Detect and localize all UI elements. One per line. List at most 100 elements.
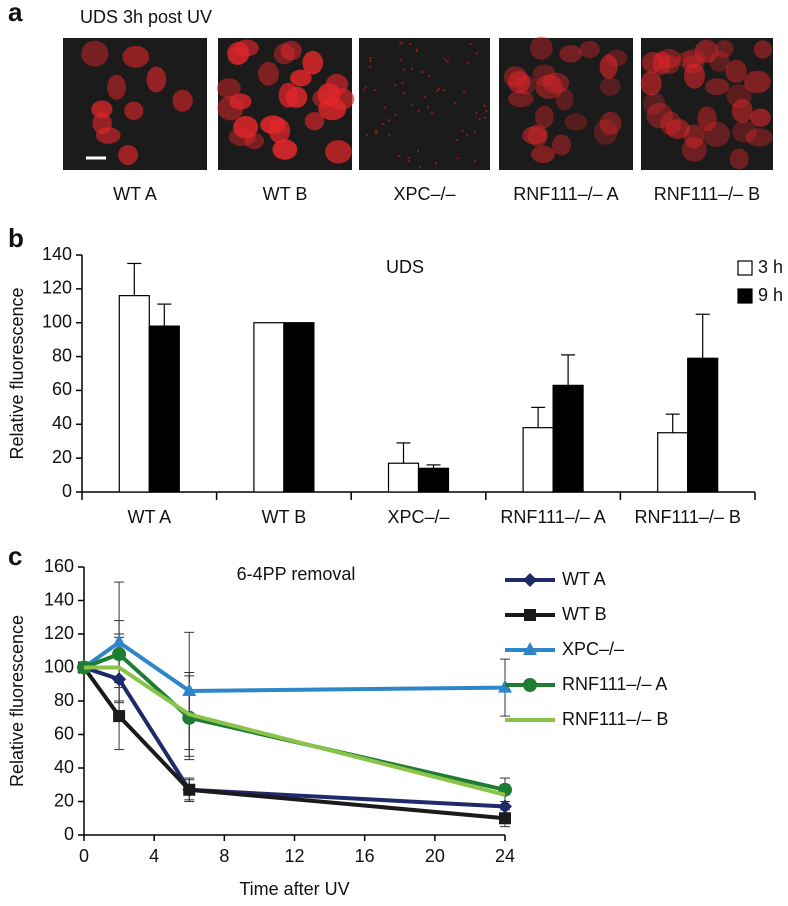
nucleus — [593, 119, 618, 145]
marker — [112, 634, 127, 648]
y-tick-label: 160 — [44, 556, 74, 576]
bar — [657, 432, 689, 493]
speck — [401, 42, 404, 45]
nucleus — [531, 145, 556, 163]
speck — [473, 131, 476, 134]
panel-label: c — [8, 541, 22, 571]
bar — [687, 357, 719, 493]
legend-label: WT A — [562, 569, 606, 589]
nucleus — [92, 112, 112, 135]
speck — [410, 104, 413, 107]
series-line — [84, 665, 506, 797]
speck — [444, 58, 447, 61]
series-line — [83, 665, 506, 809]
nucleus — [640, 71, 662, 96]
nucleus — [290, 69, 312, 87]
marker — [112, 647, 127, 662]
speck — [374, 88, 377, 92]
bar — [253, 322, 285, 493]
speck — [402, 92, 406, 95]
nucleus — [535, 74, 563, 99]
nucleus — [268, 118, 291, 144]
nucleus — [530, 36, 553, 60]
speck — [421, 70, 424, 74]
speck — [446, 60, 449, 63]
speck — [485, 109, 488, 113]
nucleus — [657, 48, 682, 69]
nucleus — [676, 50, 702, 69]
speck — [407, 159, 411, 163]
x-tick-label: 4 — [149, 846, 159, 866]
nucleus — [745, 128, 773, 147]
nucleus — [272, 139, 298, 160]
nucleus — [227, 46, 248, 66]
nucleus — [516, 75, 536, 95]
speck — [393, 83, 397, 87]
x-tick-label: RNF111–/– B — [635, 507, 741, 527]
speck — [443, 88, 446, 92]
nucleus — [743, 70, 771, 94]
nucleus — [258, 61, 280, 86]
micrograph — [359, 38, 490, 170]
nucleus — [122, 45, 150, 68]
y-axis-label: Relative fluorescence — [7, 615, 27, 787]
speck — [456, 138, 459, 142]
speck — [469, 42, 472, 45]
nucleus — [729, 148, 749, 170]
nucleus — [697, 106, 717, 132]
nucleus — [146, 66, 167, 93]
speck — [430, 111, 434, 114]
marker — [498, 799, 512, 814]
bar — [552, 384, 584, 493]
nucleus — [234, 39, 259, 57]
x-tick-label: 12 — [284, 846, 304, 866]
series-line — [82, 639, 506, 693]
image-label: WT B — [263, 184, 308, 204]
speck — [466, 133, 469, 137]
legend-label: XPC–/– — [562, 639, 624, 659]
speck — [408, 42, 412, 46]
y-tick-label: 80 — [54, 690, 74, 710]
nucleus — [325, 140, 352, 164]
speck — [453, 101, 457, 105]
legend-label: WT B — [562, 604, 607, 624]
x-tick-label: 24 — [495, 846, 515, 866]
speck — [375, 131, 378, 134]
nucleus — [725, 59, 747, 83]
x-tick-label: 0 — [79, 846, 89, 866]
nucleus — [660, 111, 682, 136]
speck — [368, 59, 372, 63]
legend-marker — [523, 573, 537, 587]
speck — [397, 154, 401, 158]
y-tick-label: 0 — [62, 481, 72, 501]
nucleus — [280, 40, 302, 61]
speck — [418, 165, 422, 168]
speck — [388, 133, 391, 136]
x-tick-label: WT A — [127, 507, 171, 527]
nucleus — [91, 100, 113, 119]
nucleus — [600, 77, 621, 96]
nucleus — [731, 98, 753, 123]
panel-label: a — [8, 0, 23, 27]
nucleus — [694, 39, 719, 63]
nucleus — [732, 120, 757, 143]
nucleus — [229, 93, 252, 110]
nucleus — [302, 50, 324, 75]
x-axis-label: Time after UV — [239, 879, 349, 899]
legend-swatch — [737, 288, 753, 304]
legend-marker — [524, 609, 536, 621]
nucleus — [244, 132, 265, 150]
speck — [369, 56, 372, 60]
y-axis-label: Relative fluorescence — [7, 287, 27, 459]
speck — [475, 52, 479, 55]
y-tick-label: 0 — [64, 824, 74, 844]
speck — [369, 65, 372, 69]
nucleus — [555, 88, 574, 111]
y-tick-label: 40 — [54, 757, 74, 777]
speck — [462, 91, 466, 94]
bar — [283, 322, 315, 493]
speck — [381, 122, 385, 126]
nucleus — [124, 101, 144, 121]
legend-label: RNF111–/– B — [562, 709, 668, 729]
nucleus — [750, 108, 771, 127]
